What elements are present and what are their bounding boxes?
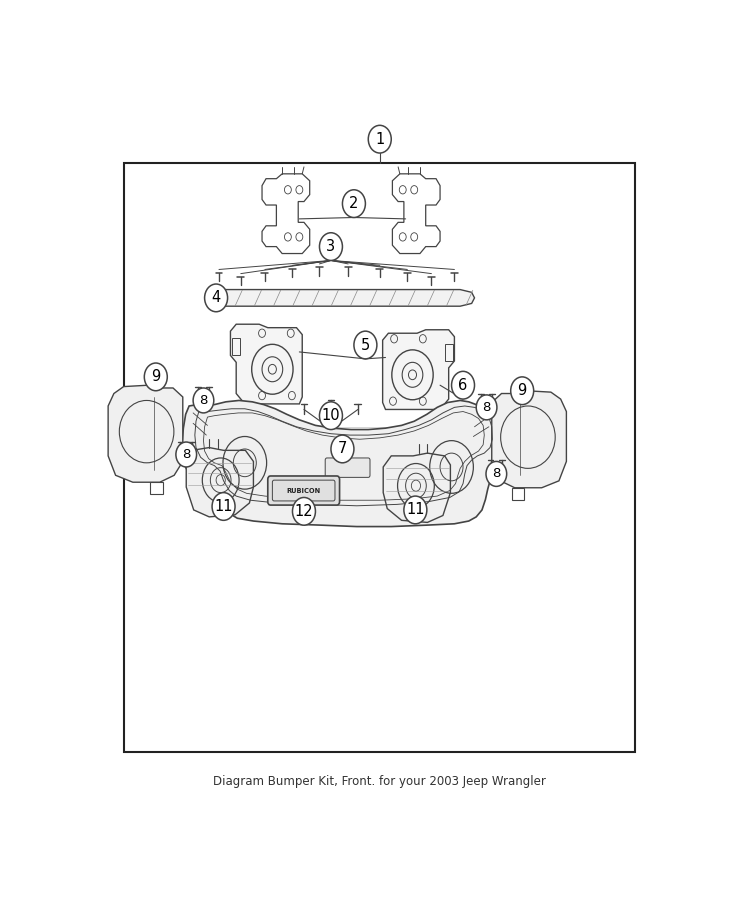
Text: 10: 10	[322, 409, 340, 423]
Circle shape	[476, 395, 497, 419]
Circle shape	[486, 462, 507, 486]
Text: 8: 8	[482, 400, 491, 414]
Circle shape	[404, 496, 427, 524]
Polygon shape	[492, 391, 566, 488]
Text: 4: 4	[211, 291, 221, 305]
FancyBboxPatch shape	[268, 476, 339, 505]
Circle shape	[368, 125, 391, 153]
FancyBboxPatch shape	[325, 458, 370, 477]
Polygon shape	[230, 324, 302, 404]
Circle shape	[319, 401, 342, 429]
Circle shape	[205, 284, 227, 311]
Circle shape	[293, 498, 316, 526]
Text: RUBICON: RUBICON	[287, 488, 321, 493]
Polygon shape	[186, 447, 253, 517]
Text: 9: 9	[517, 383, 527, 398]
Text: 1: 1	[375, 131, 385, 147]
Text: 7: 7	[338, 442, 347, 456]
Text: 5: 5	[361, 338, 370, 353]
Polygon shape	[205, 290, 474, 306]
Circle shape	[144, 363, 167, 391]
Text: Diagram Bumper Kit, Front. for your 2003 Jeep Wrangler: Diagram Bumper Kit, Front. for your 2003…	[213, 775, 546, 788]
Circle shape	[212, 492, 235, 520]
Circle shape	[354, 331, 377, 359]
Polygon shape	[108, 385, 183, 482]
Circle shape	[331, 435, 354, 463]
Polygon shape	[383, 453, 451, 522]
Polygon shape	[182, 400, 511, 526]
Text: 12: 12	[295, 504, 313, 518]
Text: 9: 9	[151, 369, 160, 384]
Circle shape	[176, 442, 196, 467]
Polygon shape	[382, 329, 454, 410]
Text: 2: 2	[349, 196, 359, 211]
Text: 8: 8	[492, 467, 500, 481]
Circle shape	[193, 388, 214, 413]
Circle shape	[451, 372, 474, 399]
Circle shape	[342, 190, 365, 218]
Circle shape	[511, 377, 534, 405]
Bar	[124, 164, 635, 752]
Text: 11: 11	[406, 502, 425, 518]
Circle shape	[319, 233, 342, 260]
Text: 6: 6	[459, 378, 468, 392]
Text: 3: 3	[326, 239, 336, 254]
Text: 11: 11	[214, 499, 233, 514]
Text: 8: 8	[182, 448, 190, 461]
Text: 8: 8	[199, 394, 207, 407]
